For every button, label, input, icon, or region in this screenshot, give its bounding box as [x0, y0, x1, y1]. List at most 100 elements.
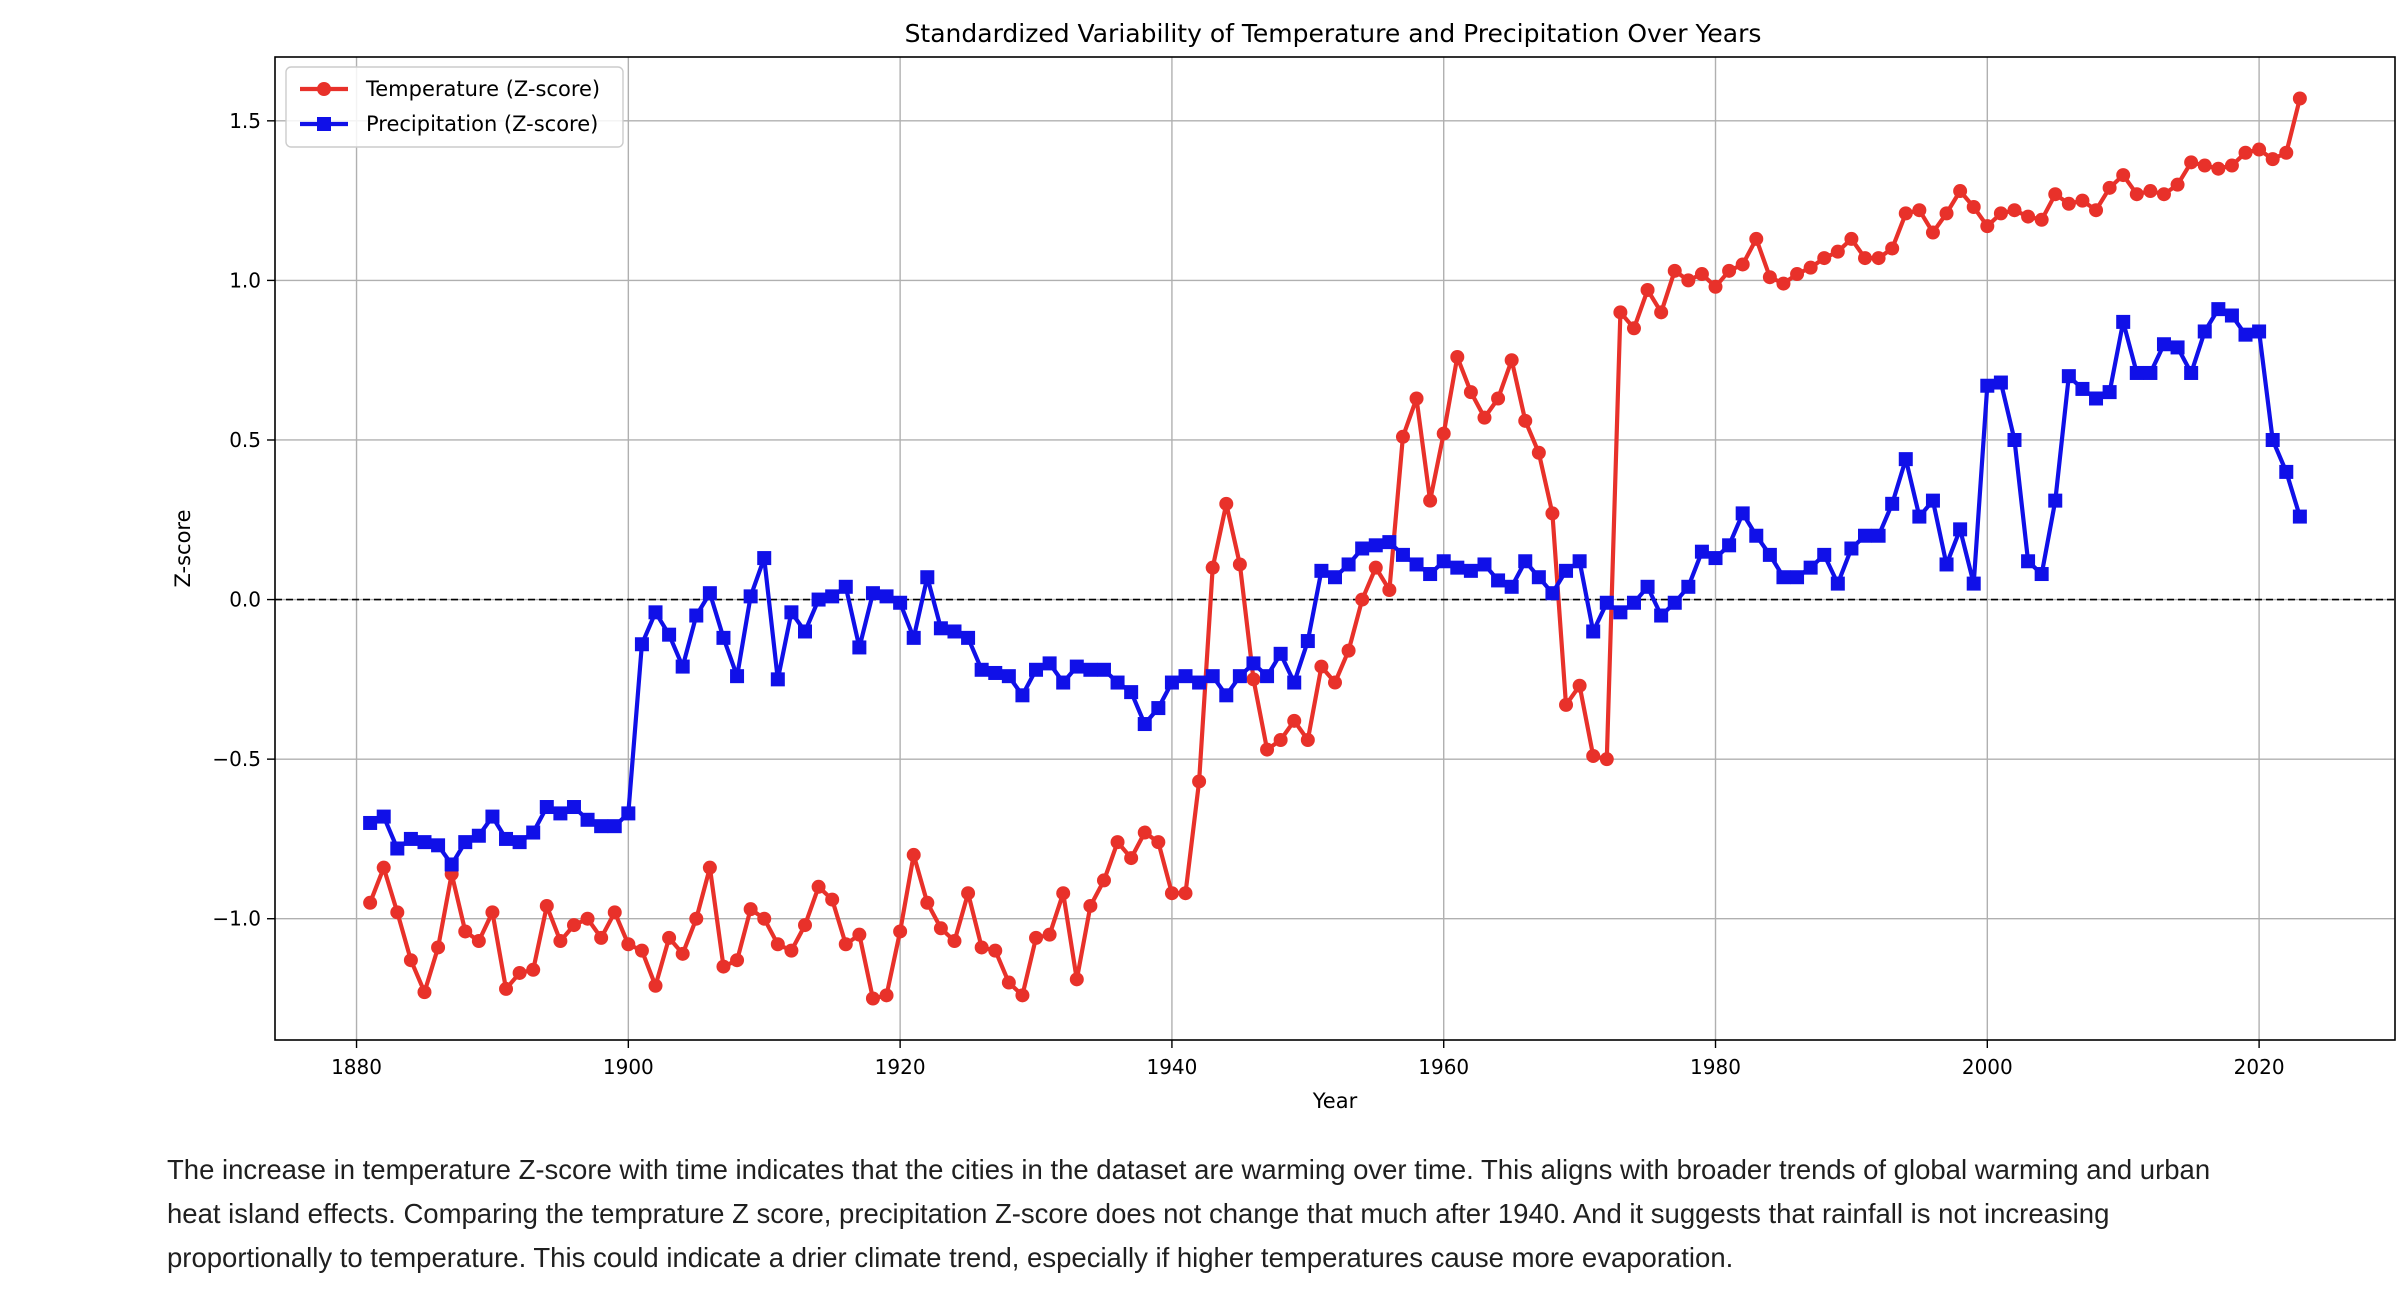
data-point: [2021, 554, 2036, 569]
data-point: [1518, 554, 1533, 569]
data-point: [1096, 662, 1111, 677]
data-point: [1749, 528, 1764, 543]
data-point: [1993, 206, 2008, 221]
data-point: [920, 895, 935, 910]
data-point: [2007, 432, 2022, 447]
data-point: [1423, 493, 1438, 508]
data-point: [757, 911, 772, 926]
data-point: [947, 624, 962, 639]
data-point: [634, 637, 649, 652]
data-point: [403, 953, 418, 968]
data-point: [1722, 263, 1737, 278]
data-point: [1300, 732, 1315, 747]
legend-marker: [317, 117, 331, 131]
data-point: [1178, 886, 1193, 901]
data-point: [1355, 592, 1370, 607]
data-point: [1477, 557, 1492, 572]
data-point: [403, 831, 418, 846]
data-point: [444, 857, 459, 872]
data-point: [784, 943, 799, 958]
data-point: [485, 809, 500, 824]
data-point: [675, 659, 690, 674]
data-point: [2116, 168, 2131, 183]
data-point: [539, 898, 554, 913]
data-point: [580, 911, 595, 926]
data-point: [1504, 353, 1519, 368]
data-point: [485, 905, 500, 920]
x-tick-label: 1940: [1146, 1055, 1197, 1079]
data-point: [1681, 273, 1696, 288]
data-point: [1029, 662, 1044, 677]
data-point: [580, 812, 595, 827]
caption-paragraph: The increase in temperature Z-score with…: [167, 1148, 2367, 1280]
data-point: [1192, 675, 1207, 690]
data-point: [1912, 509, 1927, 524]
data-point: [471, 934, 486, 949]
y-tick-label: 0.5: [229, 428, 261, 452]
data-point: [1681, 579, 1696, 594]
data-point: [1137, 717, 1152, 732]
data-point: [2238, 327, 2253, 342]
data-point: [770, 937, 785, 952]
x-tick-label: 1920: [875, 1055, 926, 1079]
data-point: [1776, 570, 1791, 585]
data-point: [1885, 241, 1900, 256]
data-point: [1164, 675, 1179, 690]
data-point: [1314, 659, 1329, 674]
data-point: [1966, 200, 1981, 215]
data-point: [743, 902, 758, 917]
data-point: [2252, 324, 2267, 339]
data-point: [1056, 675, 1071, 690]
data-point: [363, 895, 378, 910]
data-point: [1762, 270, 1777, 285]
chart-title: Standardized Variability of Temperature …: [905, 19, 1762, 48]
data-point: [2102, 385, 2117, 400]
data-point: [689, 608, 704, 623]
data-point: [648, 978, 663, 993]
y-tick-label: −1.0: [212, 907, 261, 931]
data-point: [1273, 732, 1288, 747]
data-point: [2143, 184, 2158, 199]
data-point: [1382, 582, 1397, 597]
data-point: [526, 825, 541, 840]
data-point: [1260, 742, 1275, 757]
data-point: [1260, 669, 1275, 684]
data-point: [2034, 567, 2049, 582]
data-point: [2184, 155, 2199, 170]
data-point: [933, 621, 948, 636]
data-point: [1137, 825, 1152, 840]
data-point: [865, 586, 880, 601]
data-point: [1572, 554, 1587, 569]
data-point: [852, 640, 867, 655]
data-point: [2075, 381, 2090, 396]
data-point: [2034, 212, 2049, 227]
data-point: [1626, 321, 1641, 336]
data-point: [920, 570, 935, 585]
data-point: [702, 860, 717, 875]
data-point: [1110, 835, 1125, 850]
data-point: [1559, 563, 1574, 578]
data-point: [2252, 142, 2267, 157]
data-point: [1151, 701, 1166, 716]
data-point: [431, 838, 446, 853]
series-line: [368, 97, 2302, 1001]
data-point: [838, 937, 853, 952]
data-point: [2021, 209, 2036, 224]
data-point: [431, 940, 446, 955]
data-point: [1980, 378, 1995, 393]
data-point: [1953, 522, 1968, 537]
data-point: [1803, 560, 1818, 575]
data-point: [417, 985, 432, 1000]
data-point: [1368, 560, 1383, 575]
data-point: [2089, 203, 2104, 218]
x-tick-label: 1900: [603, 1055, 654, 1079]
data-point: [662, 627, 677, 642]
data-point: [811, 592, 826, 607]
data-point: [1735, 257, 1750, 272]
data-point: [1586, 624, 1601, 639]
data-point: [512, 965, 527, 980]
data-point: [607, 905, 622, 920]
data-point: [798, 624, 812, 639]
data-point: [1925, 493, 1940, 508]
y-tick-label: 1.0: [229, 268, 261, 292]
